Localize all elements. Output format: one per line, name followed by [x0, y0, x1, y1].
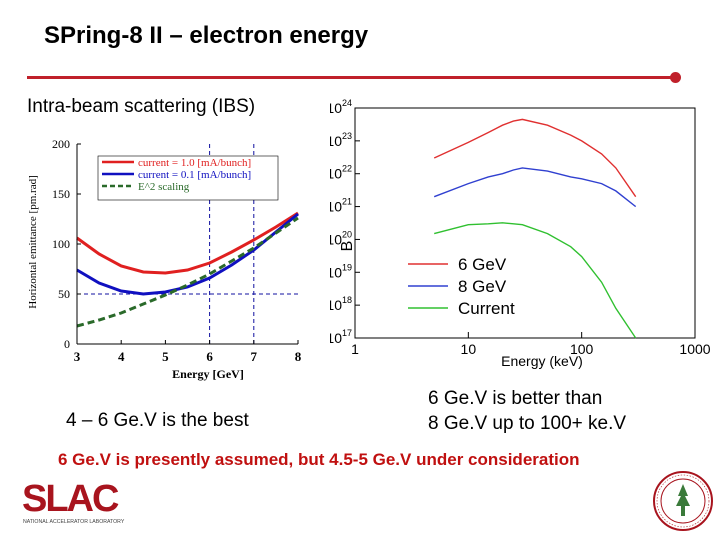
x-tick-label: 7 [251, 349, 258, 364]
x-tick-label: 4 [118, 349, 125, 364]
y-tick-label: 100 [52, 237, 70, 251]
x-tick-label: 3 [74, 349, 81, 364]
y-tick-label: 1023 [330, 131, 352, 149]
x-tick-label: 1000 [679, 341, 710, 357]
y-axis-label: B [339, 241, 356, 252]
legend-label-2: 8 GeV [458, 277, 507, 296]
caption-right-line-1: 6 Ge.V is better than [428, 388, 603, 409]
title-rule-dot [670, 72, 681, 83]
legend-box [97, 155, 279, 201]
caption-right-line-2: 8 Ge.V up to 100+ ke.V [428, 413, 627, 434]
university-seal-icon [653, 471, 713, 531]
legend-label-3: Current [458, 299, 515, 318]
slac-logo-text: SLAC [22, 478, 119, 520]
x-tick-label: 5 [162, 349, 169, 364]
y-tick-label: 1017 [330, 328, 352, 346]
x-tick-label: 8 [295, 349, 302, 364]
y-tick-label: 0 [64, 337, 70, 351]
series-line-3 [76, 216, 299, 328]
x-tick-label: 6 [206, 349, 213, 364]
y-tick-label: 1022 [330, 164, 352, 182]
series-line-2 [76, 212, 299, 296]
brilliance-chart: 1 10 100 1000 1024 1023 1022 1021 1020 1019 1018 10… [330, 98, 711, 369]
series-line-1 [433, 118, 637, 198]
x-tick-label: 10 [461, 341, 477, 357]
title-rule [27, 76, 677, 79]
legend-label-3: E^2 scaling [138, 181, 190, 193]
slide-title: SPring-8 II – electron energy [44, 22, 369, 49]
legend-label-1: current = 1.0 [mA/bunch] [138, 157, 251, 169]
y-tick-label: 1018 [330, 295, 352, 313]
y-tick-label: 50 [58, 287, 70, 301]
series-line-2 [433, 167, 637, 208]
y-tick-label: 200 [52, 137, 70, 151]
slac-logo: SLAC NATIONAL ACCELERATOR LABORATORY [22, 478, 125, 525]
caption-left: 4 – 6 Ge.V is the best [66, 410, 249, 431]
y-tick-label: 1021 [330, 197, 352, 215]
x-tick-label: 100 [570, 341, 594, 357]
x-axis-label: Energy (keV) [501, 353, 583, 369]
consideration-note: 6 Ge.V is presently assumed, but 4.5-5 G… [58, 450, 580, 469]
y-tick-label: 1020 [330, 229, 352, 247]
y-tick-label: 1019 [330, 262, 352, 280]
legend-label-2: current = 0.1 [mA/bunch] [138, 169, 251, 181]
emittance-chart: 3 4 5 6 7 8 0 50 100 150 200 current = 1.0 [mA/bun… [27, 137, 302, 381]
caption-right: 6 Ge.V is better than 8 Ge.V up to 100+ … [428, 386, 626, 436]
series-line-1 [76, 211, 299, 275]
slac-logo-subtext: NATIONAL ACCELERATOR LABORATORY [23, 519, 125, 525]
slide-subtitle: Intra-beam scattering (IBS) [27, 96, 256, 117]
x-tick-label: 1 [351, 341, 359, 357]
y-axis-label: Horizontal emittance [pm.rad] [27, 175, 39, 308]
legend-label-1: 6 GeV [458, 255, 507, 274]
x-axis-label: Energy [GeV] [172, 367, 244, 381]
y-tick-label: 150 [52, 187, 70, 201]
series-line-3 [434, 222, 637, 339]
y-tick-label: 1024 [330, 98, 352, 116]
